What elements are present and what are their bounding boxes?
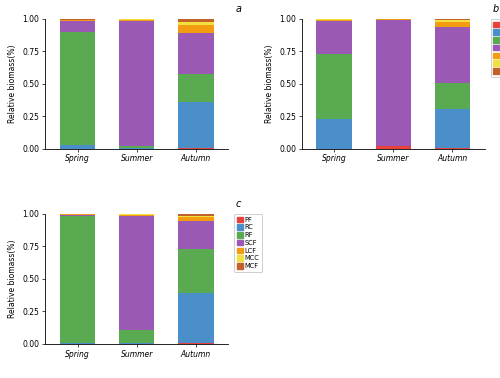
Bar <box>178 148 214 149</box>
Bar <box>178 215 214 217</box>
Bar <box>119 20 154 21</box>
Bar <box>60 145 96 149</box>
Bar <box>434 19 470 20</box>
Y-axis label: Relative biomass(%): Relative biomass(%) <box>8 45 17 123</box>
Bar <box>434 20 470 22</box>
Bar <box>178 33 214 73</box>
Bar <box>178 293 214 343</box>
Text: b: b <box>492 4 498 14</box>
Bar <box>316 119 352 149</box>
Bar <box>178 249 214 293</box>
Text: a: a <box>236 4 242 14</box>
Legend: PF, RC, RF, SCF, LCF, MCC, MCF: PF, RC, RF, SCF, LCF, MCC, MCF <box>490 19 500 77</box>
Bar <box>119 19 154 20</box>
Bar <box>178 25 214 33</box>
Bar <box>376 146 411 149</box>
Bar <box>434 27 470 83</box>
Bar <box>178 73 214 102</box>
Bar <box>119 343 154 344</box>
Bar <box>178 221 214 249</box>
Bar <box>178 217 214 221</box>
Bar <box>178 102 214 148</box>
Bar <box>60 215 96 216</box>
Bar <box>178 214 214 215</box>
Bar <box>60 20 96 21</box>
Bar <box>60 343 96 344</box>
Bar <box>60 21 96 32</box>
Bar <box>178 19 214 22</box>
Bar <box>316 54 352 119</box>
Y-axis label: Relative biomass(%): Relative biomass(%) <box>264 45 274 123</box>
Bar <box>119 214 154 215</box>
Legend: PF, RC, RF, SCF, LCF, MCC, MCF: PF, RC, RF, SCF, LCF, MCC, MCF <box>234 214 262 272</box>
Bar <box>119 148 154 149</box>
Bar <box>60 214 96 215</box>
Bar <box>376 19 411 20</box>
Y-axis label: Relative biomass(%): Relative biomass(%) <box>8 240 17 318</box>
Bar <box>434 83 470 108</box>
Bar <box>434 22 470 27</box>
Bar <box>434 148 470 149</box>
Bar <box>376 20 411 146</box>
Bar <box>119 215 154 216</box>
Bar <box>119 330 154 343</box>
Bar <box>178 343 214 344</box>
Bar <box>434 108 470 148</box>
Bar <box>316 20 352 54</box>
Bar <box>60 19 96 20</box>
Bar <box>60 216 96 343</box>
Bar <box>119 21 154 146</box>
Bar <box>60 32 96 145</box>
Text: c: c <box>236 199 241 209</box>
Bar <box>178 22 214 25</box>
Bar <box>119 216 154 330</box>
Bar <box>119 146 154 148</box>
